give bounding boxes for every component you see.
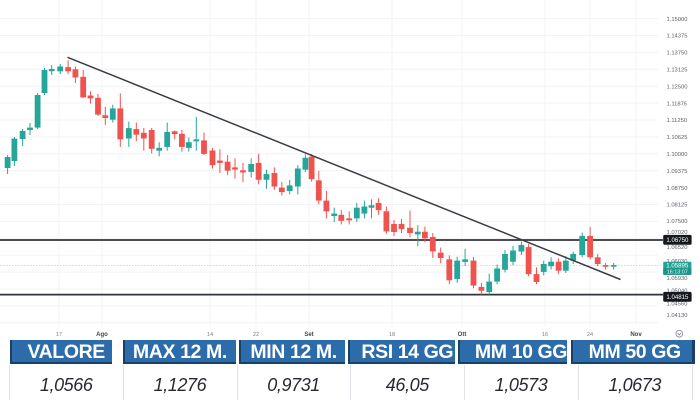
svg-text:1.11875: 1.11875 — [667, 101, 688, 107]
svg-text:Nov: Nov — [630, 332, 642, 338]
svg-text:22: 22 — [253, 332, 259, 338]
svg-text:1.04130: 1.04130 — [667, 313, 688, 319]
svg-text:1.09375: 1.09375 — [667, 169, 688, 175]
svg-text:1.12500: 1.12500 — [667, 84, 688, 90]
svg-text:1.11250: 1.11250 — [667, 118, 688, 124]
svg-text:1.10000: 1.10000 — [667, 152, 688, 158]
svg-text:18: 18 — [389, 332, 395, 338]
svg-text:1.04560: 1.04560 — [667, 302, 688, 308]
svg-text:16:13:07: 16:13:07 — [667, 270, 688, 276]
svg-text:16: 16 — [542, 332, 548, 338]
svg-text:1.15000: 1.15000 — [667, 17, 688, 23]
svg-text:1.05040: 1.05040 — [667, 289, 688, 295]
svg-text:1.05930: 1.05930 — [667, 276, 688, 282]
svg-text:1.07500: 1.07500 — [667, 219, 688, 225]
svg-text:24: 24 — [587, 332, 593, 338]
svg-text:1.04815: 1.04815 — [666, 294, 689, 301]
svg-text:1.05895: 1.05895 — [666, 263, 689, 270]
svg-text:Ott: Ott — [458, 332, 467, 338]
svg-text:17: 17 — [56, 332, 62, 338]
svg-text:1.14375: 1.14375 — [667, 34, 688, 40]
svg-text:1.13750: 1.13750 — [667, 51, 688, 57]
svg-text:14: 14 — [207, 332, 213, 338]
svg-text:1.10625: 1.10625 — [667, 135, 688, 141]
svg-text:1.08750: 1.08750 — [667, 186, 688, 192]
svg-text:1.07020: 1.07020 — [667, 230, 688, 236]
svg-text:Ago: Ago — [96, 332, 108, 338]
svg-text:1.06520: 1.06520 — [667, 245, 688, 251]
svg-text:Set: Set — [304, 332, 313, 338]
svg-text:1.06750: 1.06750 — [666, 237, 689, 244]
svg-text:1.08125: 1.08125 — [667, 203, 688, 209]
svg-text:1.13125: 1.13125 — [667, 68, 688, 74]
